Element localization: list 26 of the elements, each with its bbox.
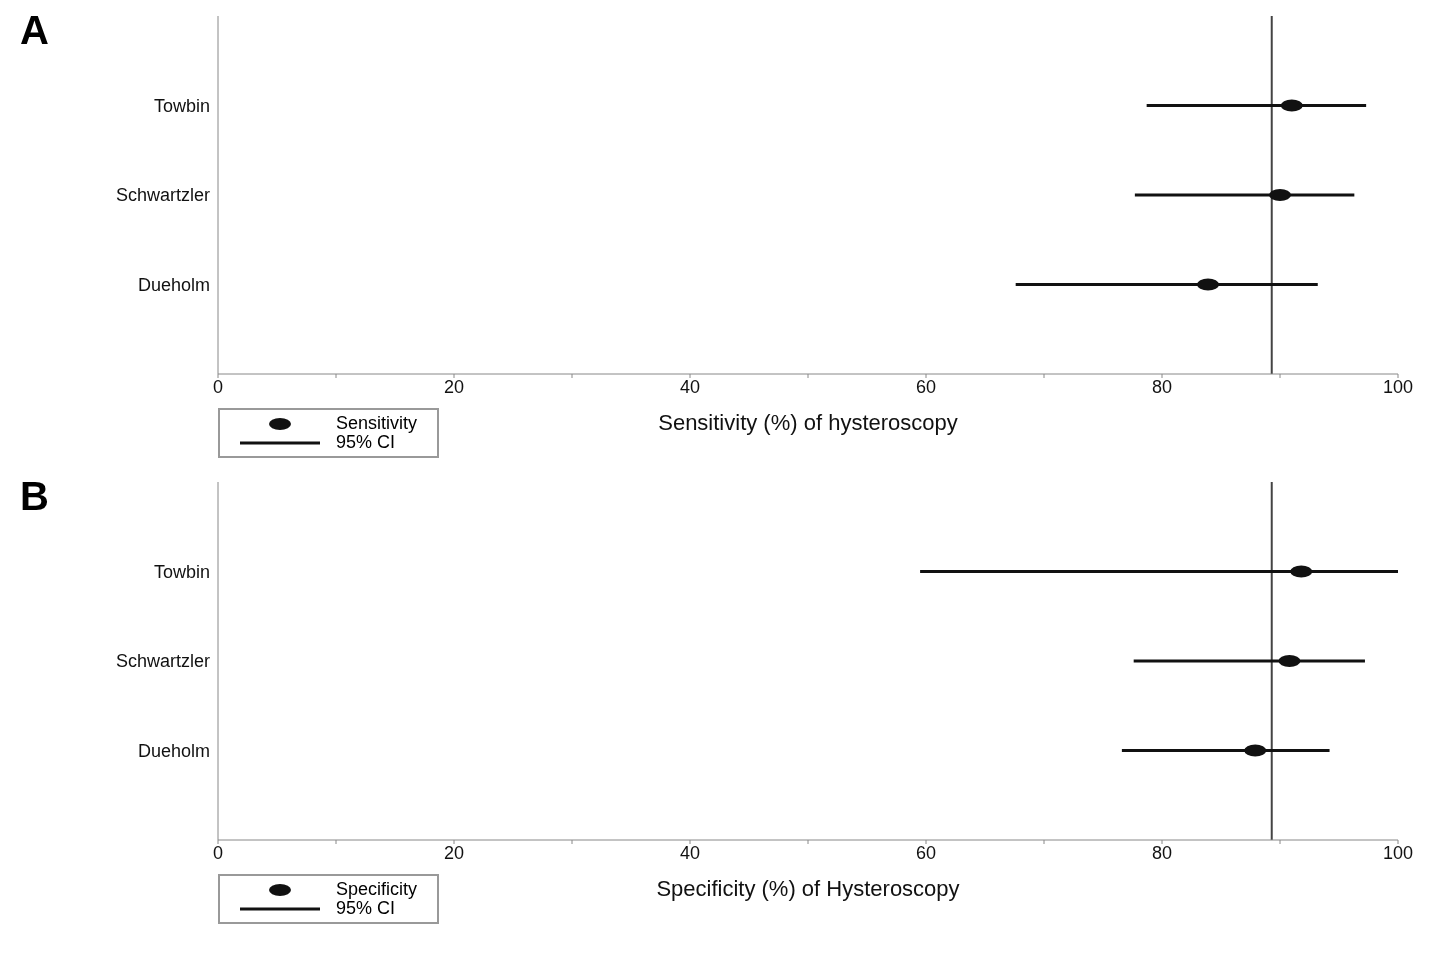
x-axis-title: Sensitivity (%) of hysteroscopy bbox=[658, 409, 958, 435]
x-axis-title: Specificity (%) of Hysteroscopy bbox=[656, 875, 960, 901]
x-tick-label: 40 bbox=[679, 842, 701, 863]
x-tick-label: 80 bbox=[1151, 842, 1173, 863]
x-tick-label: 100 bbox=[1382, 376, 1414, 397]
y-tick-label: Dueholm bbox=[137, 274, 210, 295]
y-tick-label: Schwartzler bbox=[115, 185, 210, 206]
chart-title: A bbox=[20, 8, 49, 53]
x-tick-label: 20 bbox=[443, 376, 465, 397]
x-tick-label: 60 bbox=[915, 842, 937, 863]
x-tick-label: 100 bbox=[1382, 842, 1414, 863]
text: 95% CI bbox=[336, 432, 396, 452]
chart-title: B bbox=[20, 474, 49, 519]
x-tick-label: 0 bbox=[212, 376, 224, 397]
x-tick-label: 0 bbox=[212, 842, 224, 863]
y-tick-label: Towbin bbox=[153, 95, 210, 116]
x-tick-label: 80 bbox=[1151, 376, 1173, 397]
y-tick-label: Towbin bbox=[153, 561, 210, 582]
text: Specificity bbox=[336, 879, 418, 899]
text: 95% CI bbox=[336, 898, 396, 918]
y-tick-label: Dueholm bbox=[137, 740, 210, 761]
x-tick-label: 20 bbox=[443, 842, 465, 863]
y-tick-label: Schwartzler bbox=[115, 651, 210, 672]
x-tick-label: 40 bbox=[679, 376, 701, 397]
x-tick-label: 60 bbox=[915, 376, 937, 397]
text: Sensitivity bbox=[336, 413, 418, 433]
